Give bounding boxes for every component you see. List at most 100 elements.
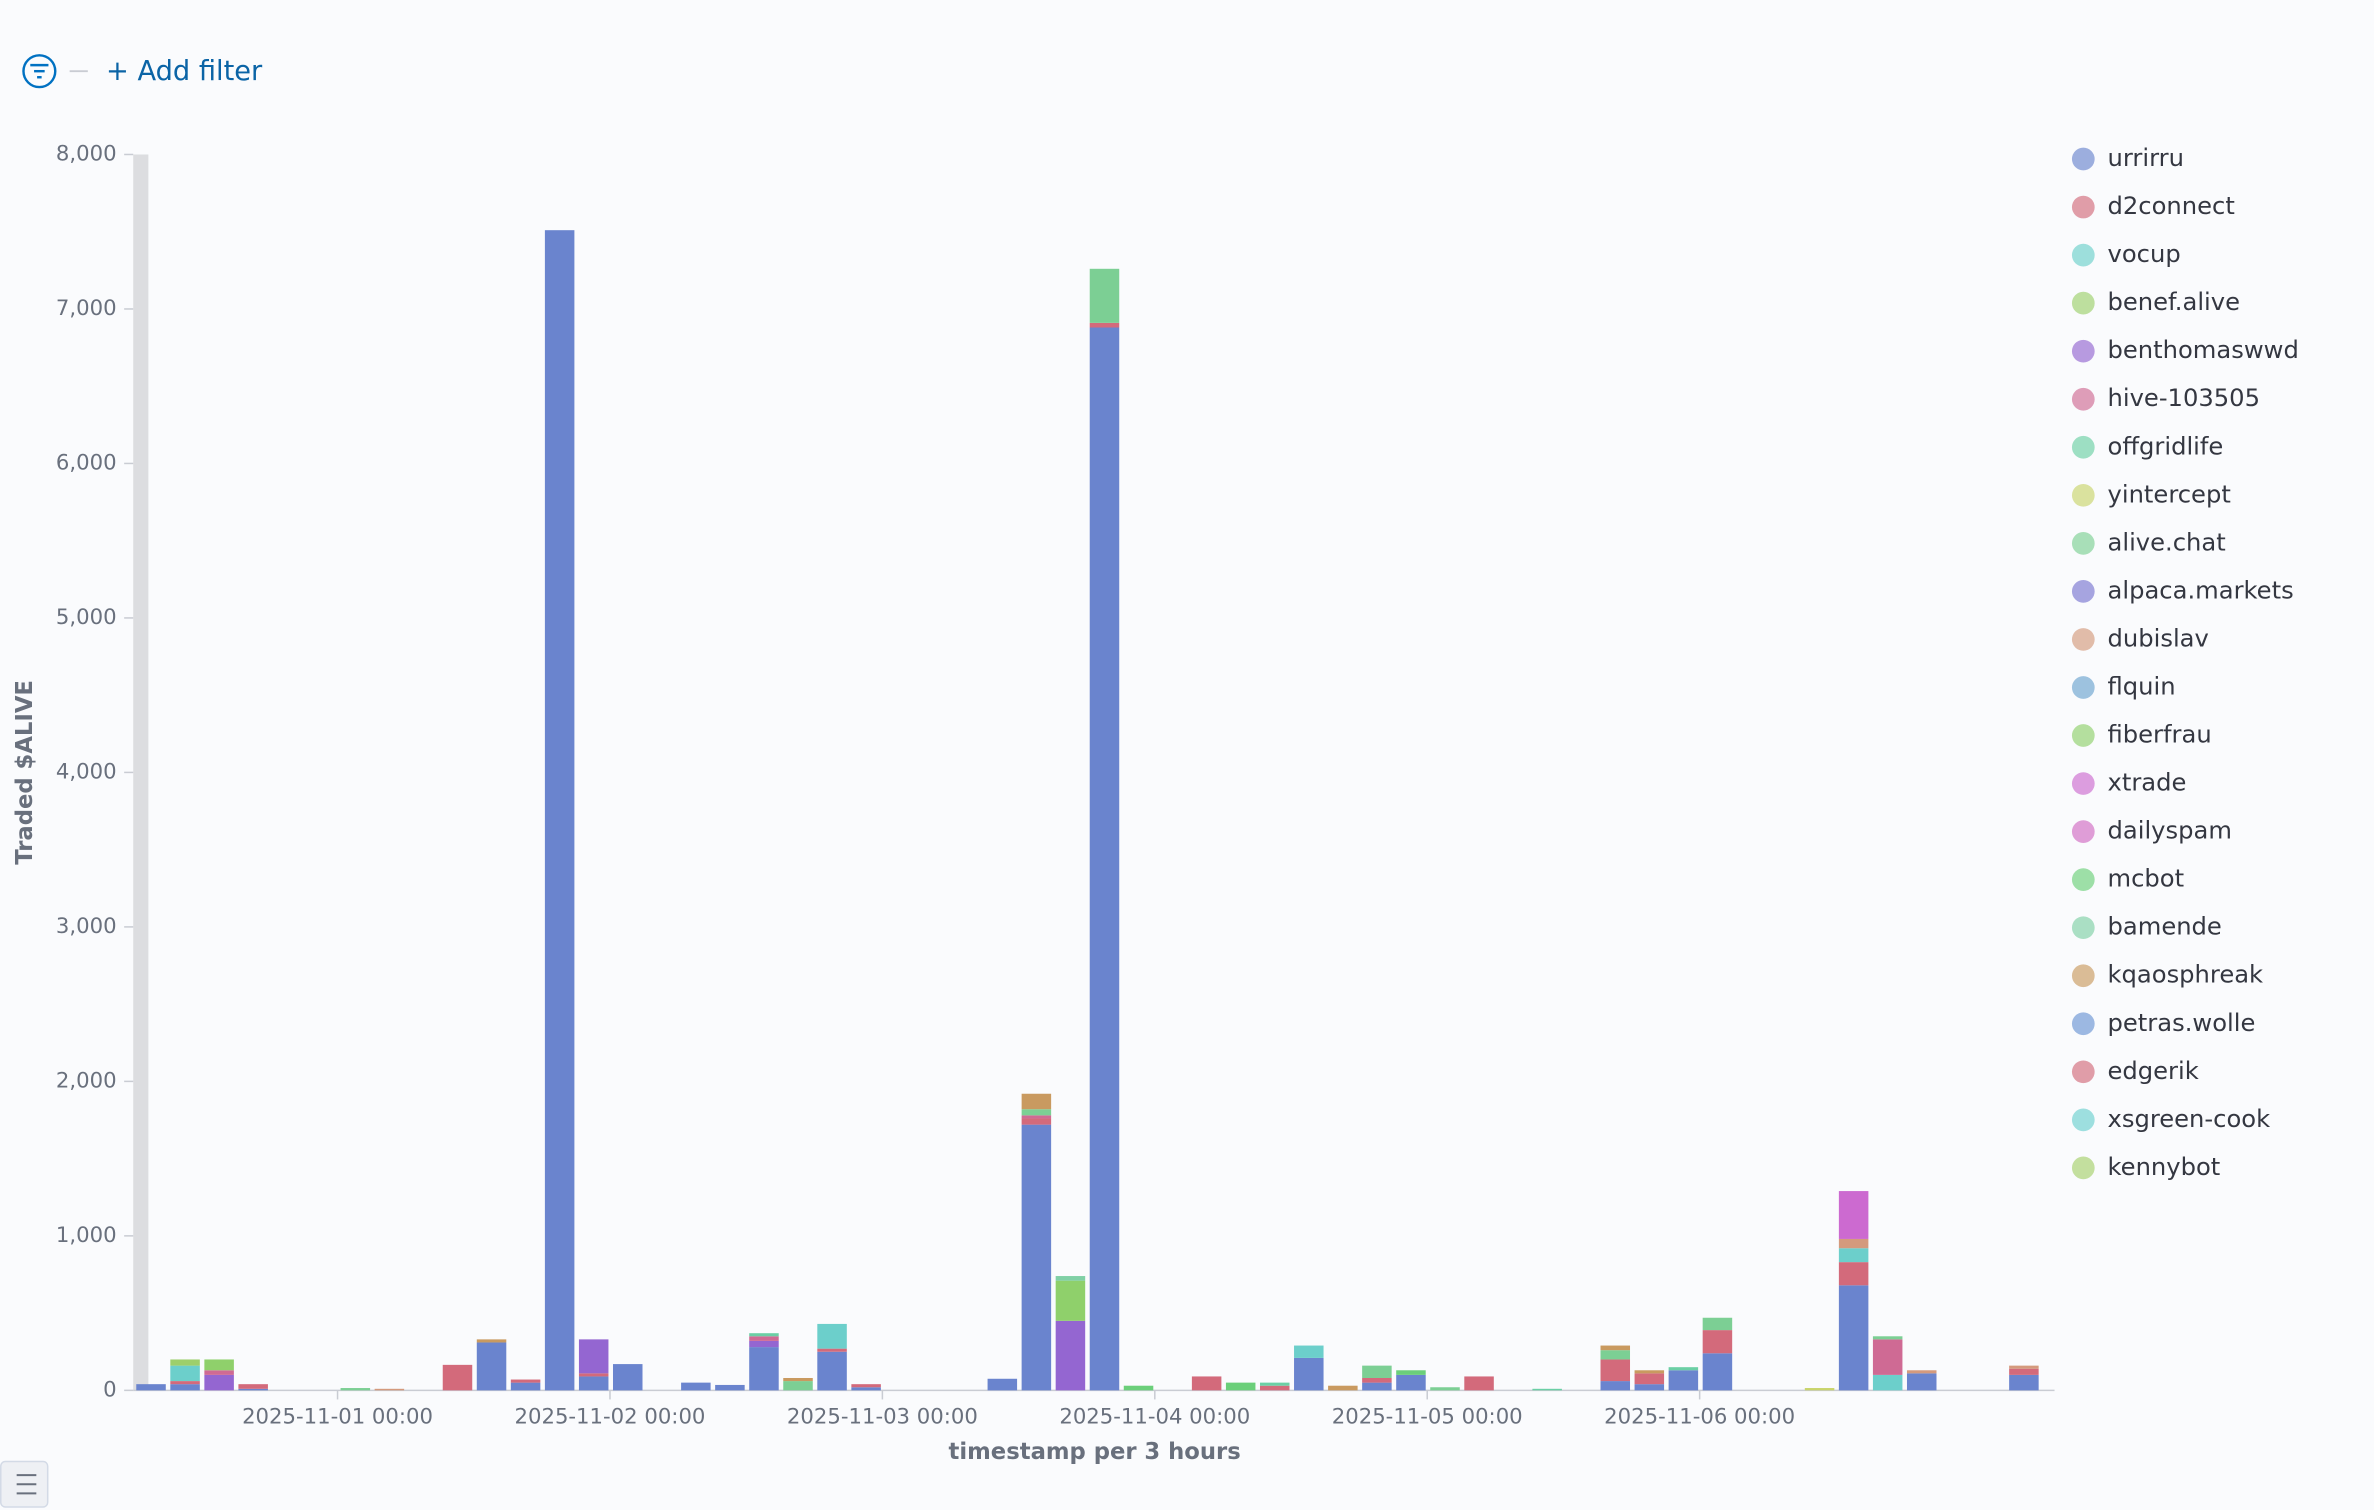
bar-segment	[1123, 1385, 1154, 1391]
bar-segment	[1055, 1276, 1086, 1281]
bar-segment	[476, 1342, 507, 1391]
legend-entry[interactable]: mcbot	[2108, 865, 2185, 893]
bar-segment	[136, 1384, 166, 1391]
legend-entry[interactable]: xtrade	[2108, 769, 2187, 797]
bar-segment	[749, 1333, 779, 1337]
legend-entry[interactable]: dubislav	[2108, 624, 2209, 652]
y-axis-title: Traded $ALIVE	[12, 680, 38, 865]
bar-segment	[578, 1376, 609, 1391]
bar-segment	[578, 1339, 609, 1374]
bar-segment	[1089, 322, 1120, 328]
bar-segment	[510, 1382, 541, 1391]
bar-segment	[1838, 1191, 1869, 1239]
legend-entry[interactable]: benthomaswwd	[2108, 336, 2299, 364]
legend-swatch	[2071, 147, 2095, 171]
legend-entry[interactable]: vocup	[2108, 240, 2181, 268]
bar-segment	[749, 1340, 779, 1348]
legend-entry[interactable]: kennybot	[2108, 1153, 2221, 1181]
legend-entry[interactable]: fiberfrau	[2108, 721, 2212, 749]
bar-segment	[1055, 1320, 1086, 1391]
x-tick-label: 2025-11-04 00:00	[1059, 1404, 1250, 1429]
bar-segment	[783, 1381, 813, 1391]
bar-segment	[749, 1347, 779, 1391]
legend-entry[interactable]: flquin	[2108, 672, 2176, 700]
legend-swatch	[2071, 1060, 2095, 1084]
bar-segment	[1668, 1370, 1699, 1391]
legend-entry[interactable]: yintercept	[2108, 480, 2231, 508]
bar-segment	[544, 230, 575, 1391]
bar-segment	[1396, 1370, 1426, 1375]
x-tick-label: 2025-11-06 00:00	[1604, 1404, 1795, 1429]
bar-segment	[851, 1384, 881, 1388]
legend-swatch	[2071, 1012, 2095, 1036]
bar-segment	[1532, 1388, 1562, 1391]
bar-segment	[817, 1323, 847, 1349]
bar-segment	[817, 1351, 847, 1391]
x-tick-label: 2025-11-01 00:00	[242, 1404, 433, 1429]
bar-segment	[1021, 1093, 1052, 1110]
bar-segment	[715, 1384, 745, 1391]
legend-entry[interactable]: urrirru	[2108, 144, 2184, 172]
bar-segment	[510, 1379, 541, 1383]
legend-entry[interactable]: alpaca.markets	[2108, 576, 2294, 604]
legend-swatch	[2071, 291, 2095, 315]
legend-swatch	[2071, 820, 2095, 843]
bar-segment	[204, 1374, 234, 1391]
bar-segment	[1259, 1382, 1290, 1386]
legend-entry[interactable]: dailyspam	[2108, 817, 2232, 845]
legend-swatch	[2071, 628, 2095, 651]
legend-swatch	[2071, 676, 2095, 699]
bar-segment	[1089, 327, 1120, 1391]
legend-swatch	[2071, 483, 2095, 507]
bar-segment	[1294, 1357, 1324, 1391]
legend-toggle[interactable]	[0, 1460, 49, 1508]
legend-entry[interactable]: alive.chat	[2108, 528, 2226, 556]
y-tick-label: 7,000	[56, 295, 117, 320]
bar-segment	[2009, 1365, 2039, 1369]
bar-segment	[238, 1388, 268, 1391]
legend-entry[interactable]: d2connect	[2108, 192, 2235, 220]
bar-segment	[1089, 268, 1120, 323]
y-tick-label: 5,000	[56, 604, 117, 629]
bar-segment	[1872, 1336, 1903, 1340]
legend-swatch	[2071, 772, 2095, 795]
legend-entry[interactable]: offgridlife	[2108, 432, 2224, 460]
add-filter[interactable]: + Add filter	[106, 56, 263, 87]
bar-segment	[1838, 1285, 1869, 1391]
bar-segment	[1055, 1280, 1086, 1321]
bar-segment	[578, 1373, 609, 1377]
y-tick-label: 0	[103, 1376, 116, 1401]
bar-segment	[681, 1382, 711, 1391]
bar-segment	[340, 1388, 371, 1391]
legend-entry[interactable]: kqaosphreak	[2108, 961, 2264, 989]
y-tick-label: 6,000	[56, 449, 117, 474]
plot: 0 1,000 2,000 3,000 4,000 5,000 6,000 7,000 8,00…	[56, 140, 2095, 1429]
legend-entry[interactable]: petras.wolle	[2108, 1009, 2256, 1037]
bar-segment	[1362, 1377, 1392, 1383]
legend-entry[interactable]: edgerik	[2108, 1057, 2199, 1085]
legend-entry[interactable]: benef.alive	[2108, 288, 2241, 316]
bar-segment	[1804, 1388, 1835, 1391]
bar-segment	[749, 1336, 779, 1341]
bar-segment	[1464, 1376, 1494, 1391]
y-tick-label: 8,000	[56, 140, 117, 165]
bar-segment	[1634, 1373, 1665, 1385]
bar-segment	[1906, 1370, 1937, 1374]
legend-entry[interactable]: xsgreen-cook	[2108, 1105, 2271, 1133]
bar-segment	[1021, 1115, 1052, 1119]
bar-segment	[1362, 1365, 1392, 1378]
bar-segment	[1634, 1384, 1665, 1391]
x-axis-title: timestamp per 3 hours	[949, 1439, 1241, 1465]
bar-segment	[204, 1359, 234, 1371]
bar-segment	[1362, 1382, 1392, 1391]
bar-segment	[1838, 1238, 1869, 1249]
legend-swatch	[2071, 868, 2095, 892]
x-tick-label: 2025-11-03 00:00	[787, 1404, 978, 1429]
brush-handle	[133, 154, 149, 1391]
legend-entry[interactable]: hive-103505	[2108, 384, 2260, 412]
bar-segment	[1294, 1345, 1324, 1358]
bar-segment	[987, 1378, 1018, 1391]
legend-entry[interactable]: bamende	[2108, 913, 2222, 941]
legend-swatch	[2071, 243, 2095, 267]
filter-icon[interactable]	[22, 54, 57, 89]
